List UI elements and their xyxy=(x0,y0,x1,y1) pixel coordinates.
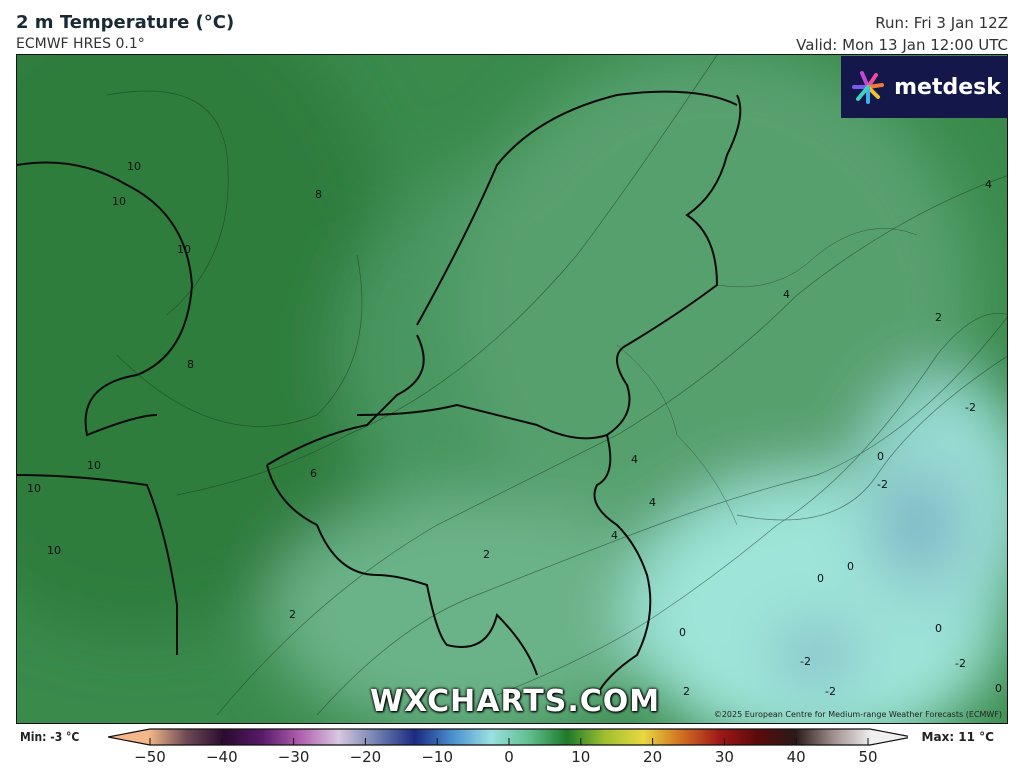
contour-label: 8 xyxy=(315,188,322,201)
contour-label: -2 xyxy=(955,657,966,670)
contour-label: 4 xyxy=(631,453,638,466)
colorbar-tick-label: 0 xyxy=(504,748,514,766)
contour-label: -2 xyxy=(800,655,811,668)
colorbar-tick-label: −30 xyxy=(277,748,310,766)
max-label: Max: 11 °C xyxy=(921,730,994,744)
contour-label: 0 xyxy=(935,622,942,635)
contour-label: 10 xyxy=(127,160,141,173)
temperature-map: 10 10 10 8 8 10 10 10 6 2 2 4 4 4 4 4 2 -2 0 -2 0 0 0 0 -2 -2 -2 0 2 xyxy=(16,54,1008,724)
colorbar-tick-label: 20 xyxy=(643,748,663,766)
contour-label: 10 xyxy=(47,544,61,557)
contour-label: 2 xyxy=(935,311,942,324)
contour-label: 2 xyxy=(683,685,690,698)
contour-label: 0 xyxy=(847,560,854,573)
contour-label: 10 xyxy=(112,195,126,208)
colorbar-tick-label: −40 xyxy=(205,748,238,766)
colorbar-tick-label: 50 xyxy=(858,748,878,766)
colorbar-tick-label: −20 xyxy=(349,748,382,766)
contour-label: 2 xyxy=(289,608,296,621)
model-name: ECMWF HRES 0.1° xyxy=(16,36,145,52)
contour-label: 0 xyxy=(995,682,1002,695)
metdesk-burst-logo-icon xyxy=(852,71,885,104)
contour-label: 4 xyxy=(783,288,790,301)
copyright: ©2025 European Centre for Medium-range W… xyxy=(713,710,1002,719)
valid-time: Valid: Mon 13 Jan 12:00 UTC xyxy=(796,36,1008,54)
contour-label: -2 xyxy=(825,685,836,698)
colorbar xyxy=(108,728,908,746)
colorbar-tick-label: −10 xyxy=(421,748,454,766)
colorbar-tick-label: 40 xyxy=(786,748,806,766)
metdesk-logo-text: metdesk xyxy=(894,74,1001,100)
colorbar-bar xyxy=(108,728,908,746)
colorbar-tick-label: 30 xyxy=(714,748,734,766)
contour-label: 4 xyxy=(611,529,618,542)
watermark: WXCHARTS.COM xyxy=(370,684,661,719)
contour-label: 8 xyxy=(187,358,194,371)
contour-label: 10 xyxy=(177,243,191,256)
map-field: 10 10 10 8 8 10 10 10 6 2 2 4 4 4 4 4 2 -2 0 -2 0 0 0 0 -2 -2 -2 0 2 xyxy=(17,55,1007,723)
contour-label: -2 xyxy=(965,401,976,414)
contour-label: 4 xyxy=(985,178,992,191)
run-time: Run: Fri 3 Jan 12Z xyxy=(875,14,1008,32)
contour-label: 0 xyxy=(817,572,824,585)
colorbar-tick-label: 10 xyxy=(571,748,591,766)
contour-label: 0 xyxy=(877,450,884,463)
contour-label: 10 xyxy=(87,459,101,472)
contour-label: 4 xyxy=(649,496,656,509)
chart-title: 2 m Temperature (°C) xyxy=(16,12,235,33)
contour-label: 2 xyxy=(483,548,490,561)
contour-label: 0 xyxy=(679,626,686,639)
contour-label: 10 xyxy=(27,482,41,495)
contour-label: 6 xyxy=(310,467,317,480)
colorbar-tick-label: −50 xyxy=(134,748,166,766)
contour-label: -2 xyxy=(877,478,888,491)
metdesk-logo: metdesk xyxy=(841,56,1008,118)
min-label: Min: -3 °C xyxy=(20,730,80,744)
